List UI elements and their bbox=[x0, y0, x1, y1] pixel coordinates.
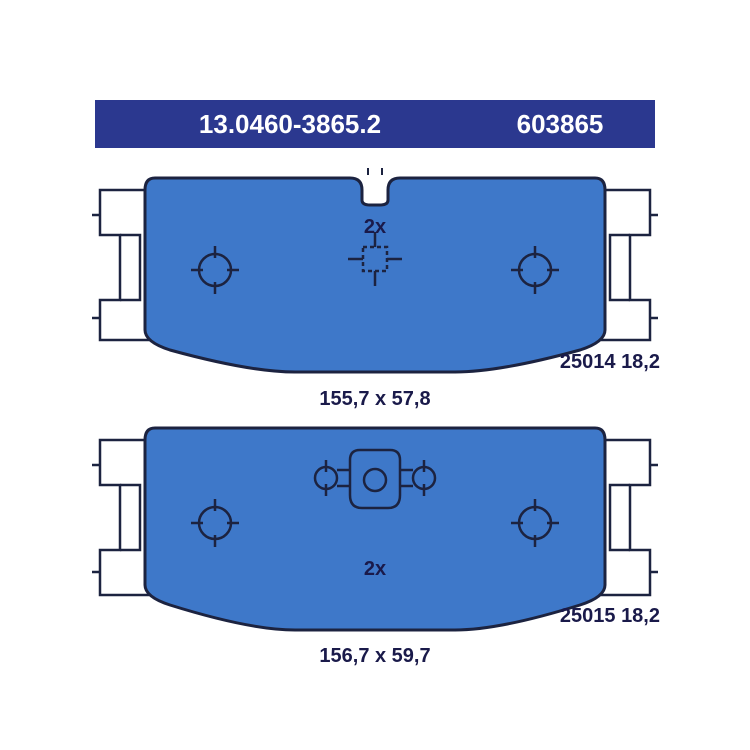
bottom-pad-body bbox=[145, 428, 605, 630]
bottom-pad-assembly: 2x bbox=[92, 428, 658, 630]
brake-pad-diagram: 13.0460-3865.2 603865 bbox=[0, 0, 750, 750]
header-part-number: 13.0460-3865.2 bbox=[199, 109, 381, 139]
header-short-code: 603865 bbox=[517, 109, 604, 139]
top-pad-dimensions: 155,7 x 57,8 bbox=[319, 388, 430, 410]
bottom-pad-dimensions: 156,7 x 59,7 bbox=[319, 645, 430, 667]
top-pad-assembly: 2x bbox=[92, 168, 658, 372]
bottom-pad-ref: 25015 18,2 bbox=[560, 605, 660, 627]
top-pad-qty: 2x bbox=[364, 216, 386, 238]
bottom-pad-qty: 2x bbox=[364, 558, 386, 580]
top-pad-ref: 25014 18,2 bbox=[560, 351, 660, 373]
